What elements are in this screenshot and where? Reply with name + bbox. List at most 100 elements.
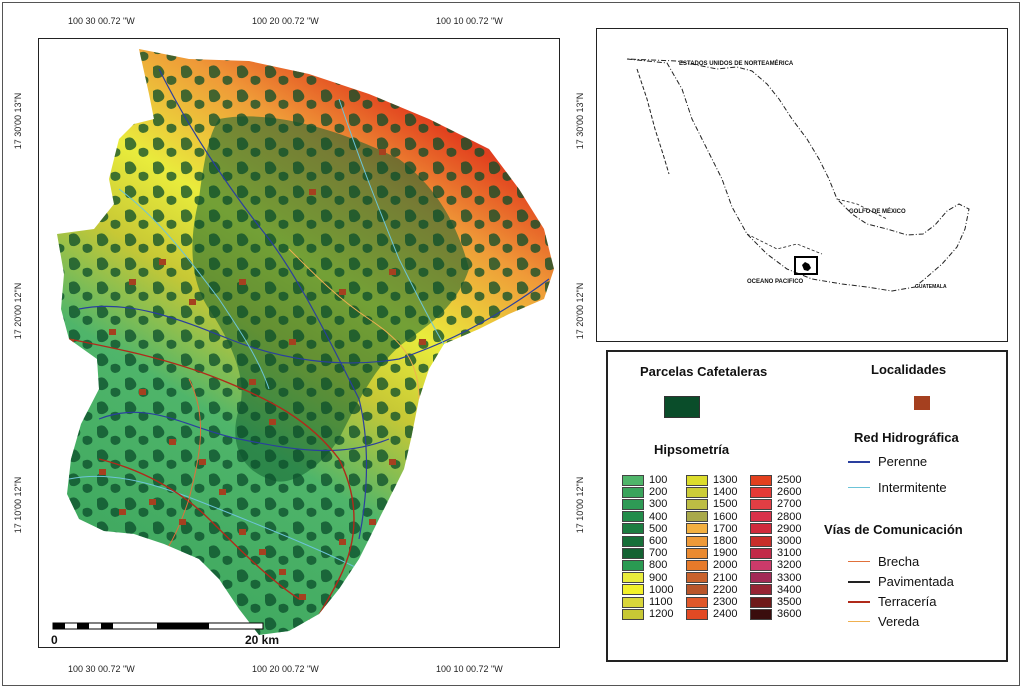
hipso-class-1500: 1500 bbox=[686, 498, 737, 510]
coord-right-2: 17 20'00 12"N bbox=[575, 282, 585, 340]
brecha-line bbox=[848, 561, 870, 562]
hipso-swatch bbox=[750, 486, 772, 498]
coord-top-3: 100 10 00.72 "W bbox=[436, 16, 503, 26]
hipso-label: 1900 bbox=[713, 547, 738, 560]
hipso-class-2600: 2600 bbox=[750, 486, 801, 498]
legend-parcelas-title: Parcelas Cafetaleras bbox=[640, 364, 768, 379]
perenne-line bbox=[848, 460, 870, 463]
hipso-class-2000: 2000 bbox=[686, 559, 737, 571]
legend-via-brecha: Brecha bbox=[848, 554, 919, 569]
legend-via-pavimentada: Pavimentada bbox=[848, 574, 954, 589]
vereda-label: Vereda bbox=[878, 614, 920, 629]
hipso-swatch bbox=[622, 535, 644, 547]
label-pacific: OCEANO PACIFICO bbox=[747, 279, 804, 285]
label-usa: ESTADOS UNIDOS DE NORTEAMÉRICA bbox=[679, 61, 794, 67]
hipso-class-2300: 2300 bbox=[686, 596, 737, 608]
coord-left-1: 17 30'00 13"N bbox=[13, 92, 23, 150]
hipso-class-400: 400 bbox=[622, 511, 667, 523]
hipso-class-200: 200 bbox=[622, 486, 667, 498]
hipso-swatch bbox=[750, 498, 772, 510]
perenne-label: Perenne bbox=[878, 454, 928, 469]
hipso-label: 400 bbox=[649, 510, 668, 523]
hipso-class-1200: 1200 bbox=[622, 608, 673, 620]
hipso-swatch bbox=[622, 511, 644, 523]
hipso-label: 2100 bbox=[713, 571, 738, 584]
vereda-line bbox=[848, 621, 870, 622]
locator-map: ESTADOS UNIDOS DE NORTEAMÉRICA GOLFO DE … bbox=[596, 28, 1008, 342]
hipso-label: 300 bbox=[649, 498, 668, 511]
mexico-outline bbox=[626, 58, 970, 292]
hipso-swatch bbox=[750, 535, 772, 547]
hipso-label: 3300 bbox=[777, 571, 802, 584]
hipso-class-1900: 1900 bbox=[686, 547, 737, 559]
hipso-label: 500 bbox=[649, 522, 668, 535]
hipso-label: 1000 bbox=[649, 583, 674, 596]
hipso-class-3200: 3200 bbox=[750, 559, 801, 571]
intermitente-line bbox=[848, 487, 870, 488]
hipso-label: 2200 bbox=[713, 583, 738, 596]
hipso-swatch bbox=[622, 559, 644, 571]
hipso-swatch bbox=[686, 535, 708, 547]
hipso-class-2700: 2700 bbox=[750, 498, 801, 510]
hipso-class-900: 900 bbox=[622, 572, 667, 584]
hipso-class-300: 300 bbox=[622, 498, 667, 510]
intermitente-label: Intermitente bbox=[878, 480, 947, 495]
hipso-label: 3400 bbox=[777, 583, 802, 596]
hipso-label: 2300 bbox=[713, 596, 738, 608]
main-map: 0 20 km bbox=[38, 38, 560, 648]
hipso-label: 200 bbox=[649, 486, 668, 499]
legend-hidro-perenne: Perenne bbox=[848, 454, 927, 469]
hipso-class-3500: 3500 bbox=[750, 596, 801, 608]
hipso-label: 2500 bbox=[777, 474, 802, 486]
hipso-label: 2800 bbox=[777, 510, 802, 523]
hipso-class-100: 100 bbox=[622, 474, 667, 486]
hipso-class-1800: 1800 bbox=[686, 535, 737, 547]
hipso-class-1300: 1300 bbox=[686, 474, 737, 486]
hipso-swatch bbox=[686, 511, 708, 523]
hipso-class-3600: 3600 bbox=[750, 608, 801, 620]
scale-start-label: 0 bbox=[51, 633, 58, 647]
legend-via-vereda: Vereda bbox=[848, 614, 919, 629]
hipso-label: 100 bbox=[649, 474, 668, 486]
study-area-box bbox=[794, 256, 818, 275]
hipso-swatch bbox=[686, 474, 708, 486]
hipso-swatch bbox=[750, 474, 772, 486]
hipso-label: 2700 bbox=[777, 498, 802, 511]
hipso-class-2900: 2900 bbox=[750, 523, 801, 535]
hipso-swatch bbox=[686, 547, 708, 559]
hipso-swatch bbox=[686, 584, 708, 596]
hipso-swatch bbox=[686, 498, 708, 510]
legend-hipsometria-title: Hipsometría bbox=[654, 442, 730, 457]
hipso-class-3300: 3300 bbox=[750, 572, 801, 584]
hipso-class-800: 800 bbox=[622, 559, 667, 571]
hipso-class-1400: 1400 bbox=[686, 486, 737, 498]
coord-right-1: 17 30'00 13"N bbox=[575, 92, 585, 150]
hipso-swatch bbox=[622, 523, 644, 535]
coord-left-2: 17 20'00 12"N bbox=[13, 282, 23, 340]
hipso-swatch bbox=[750, 559, 772, 571]
hipso-label: 1100 bbox=[649, 596, 673, 608]
coord-left-3: 17 10'00 12"N bbox=[13, 476, 23, 534]
map-legend: Parcelas Cafetaleras Localidades Hipsome… bbox=[606, 350, 1008, 662]
hipso-swatch bbox=[686, 523, 708, 535]
hipso-swatch bbox=[622, 547, 644, 559]
coord-bottom-1: 100 30 00.72 "W bbox=[68, 664, 135, 674]
hipso-class-1000: 1000 bbox=[622, 584, 673, 596]
hipso-class-500: 500 bbox=[622, 523, 667, 535]
hipso-label: 3100 bbox=[777, 547, 802, 560]
hipso-class-700: 700 bbox=[622, 547, 667, 559]
legend-via-terraceria: Terracería bbox=[848, 594, 937, 609]
hipso-label: 900 bbox=[649, 571, 668, 584]
hipso-class-2500: 2500 bbox=[750, 474, 801, 486]
hipso-label: 1400 bbox=[713, 486, 738, 499]
hipso-class-2400: 2400 bbox=[686, 608, 737, 620]
legend-parcelas-swatch bbox=[664, 396, 700, 418]
terraceria-line bbox=[848, 600, 870, 603]
hipso-label: 2000 bbox=[713, 559, 738, 572]
hipso-class-2200: 2200 bbox=[686, 584, 737, 596]
hipso-label: 800 bbox=[649, 559, 668, 572]
terraceria-label: Terracería bbox=[878, 594, 937, 609]
brecha-label: Brecha bbox=[878, 554, 920, 569]
legend-hidro-title: Red Hidrográfica bbox=[854, 430, 959, 445]
hipso-swatch bbox=[750, 596, 772, 608]
